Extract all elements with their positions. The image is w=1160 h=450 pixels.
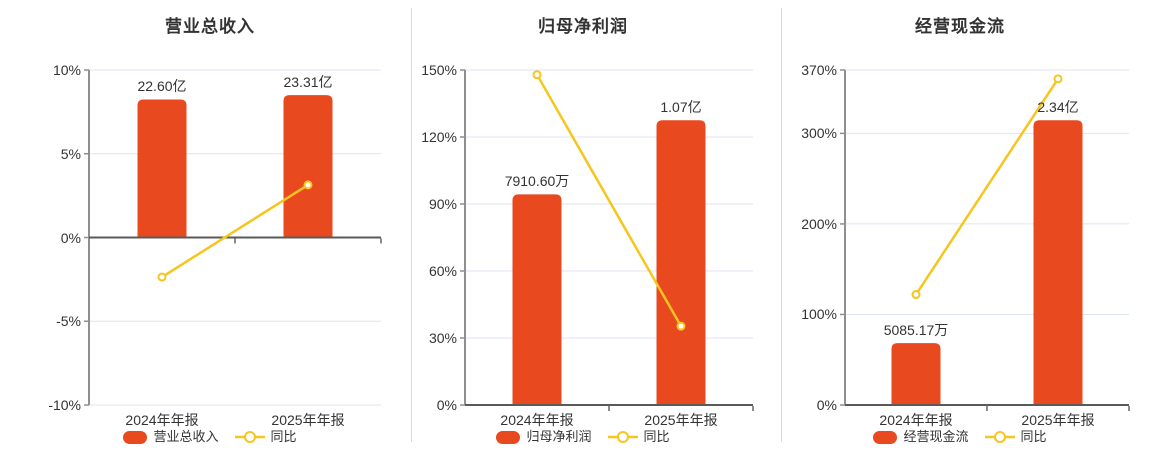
chart-plot-area [840,69,1130,411]
chart-plot-area [84,69,382,406]
yoy-marker-2025[interactable] [676,321,686,331]
bar-2024[interactable] [137,99,187,238]
y-tick-label: 90% [428,196,457,212]
legend-item-cash-flow[interactable]: 经营现金流 [873,429,969,444]
yoy-marker-2025[interactable] [303,180,313,190]
legend-bar-label: 归母净利润 [526,429,592,444]
yoy-marker-2025[interactable] [1053,74,1063,84]
chart-legend: 营业总收入 同比 [0,428,420,446]
legend-bar-label: 营业总收入 [153,429,219,444]
chart-title: 营业总收入 [165,17,255,36]
chart-operating-revenue: 营业总收入 10% 5% 0% -5% -10% 22.60亿 23.31亿 2024年年报 20… [0,0,420,450]
bar-value-label: 7910.60万 [504,173,570,190]
y-tick-label: 0% [816,397,837,413]
chart-plot-area [460,69,754,411]
yoy-line [914,78,1060,296]
legend-item-yoy[interactable]: 同比 [234,429,297,444]
legend-yoy-label: 同比 [643,429,670,444]
y-tick-label: 60% [428,263,457,279]
y-tick-label: 30% [428,330,457,346]
legend-yoy-label: 同比 [270,429,297,444]
bar-value-label: 1.07亿 [660,99,702,116]
bar-value-label: 22.60亿 [137,78,187,95]
x-category-label: 2024年年报 [879,412,953,428]
legend-yoy-label: 同比 [1020,429,1047,444]
chart-title: 归母净利润 [538,17,628,36]
yoy-marker-2024[interactable] [157,272,167,282]
legend-item-revenue[interactable]: 营业总收入 [123,429,219,444]
yoy-marker-2024[interactable] [911,290,921,300]
bar-2025[interactable] [1033,120,1083,405]
legend-bar-label: 经营现金流 [903,429,969,444]
legend-item-yoy[interactable]: 同比 [607,429,670,444]
legend-bar-swatch [496,430,521,444]
bar-2025[interactable] [656,120,706,405]
y-tick-label: 300% [801,125,837,142]
y-tick-label: 370% [801,62,837,78]
y-tick-label: 120% [421,129,457,145]
y-tick-label: 0% [436,397,457,413]
bar-value-label: 2.34亿 [1037,99,1079,116]
chart-net-profit: 归母净利润 150% 120% 90% 60% 30% 0% 7910.60万 1.07亿 202… [411,0,755,450]
legend-line-marker [993,431,1006,443]
y-tick-label: -10% [48,397,81,413]
legend-line-icon [984,431,1015,443]
legend-line-marker [243,431,256,443]
x-category-label: 2024年年报 [125,412,199,428]
bar-value-label: 5085.17万 [883,322,949,339]
bar-value-label: 23.31亿 [283,74,333,91]
yoy-line [161,183,309,279]
y-tick-label: 150% [421,62,457,78]
legend-line-icon [234,431,265,443]
legend-line-icon [607,431,638,443]
chart-legend: 归母净利润 同比 [411,428,755,446]
y-tick-label: 200% [801,215,837,232]
bar-2024[interactable] [891,343,941,405]
legend-bar-swatch [873,430,898,444]
bar-2025[interactable] [283,95,333,238]
panel-divider-2 [781,8,782,442]
legend-line-marker [616,431,629,443]
bar-2024[interactable] [512,194,562,405]
x-category-label: 2024年年报 [500,412,574,428]
y-tick-label: -5% [56,313,81,330]
y-tick-label: 0% [60,229,81,246]
x-category-label: 2025年年报 [1021,412,1095,428]
chart-title: 经营现金流 [915,17,1005,36]
yoy-marker-2024[interactable] [532,70,542,80]
panel-divider-1 [411,8,412,442]
x-category-label: 2025年年报 [271,412,345,428]
x-category-label: 2025年年报 [644,412,718,428]
legend-item-net-profit[interactable]: 归母净利润 [496,429,592,444]
y-tick-label: 5% [60,145,81,162]
chart-operating-cash-flow: 经营现金流 370% 300% 200% 100% 0% 5085.17万 2.34亿 2024… [781,0,1139,450]
yoy-line [535,74,683,327]
y-tick-label: 100% [801,306,837,323]
legend-bar-swatch [123,430,148,444]
y-tick-label: 10% [52,62,81,78]
chart-legend: 经营现金流 同比 [781,428,1139,446]
legend-item-yoy[interactable]: 同比 [984,429,1047,444]
